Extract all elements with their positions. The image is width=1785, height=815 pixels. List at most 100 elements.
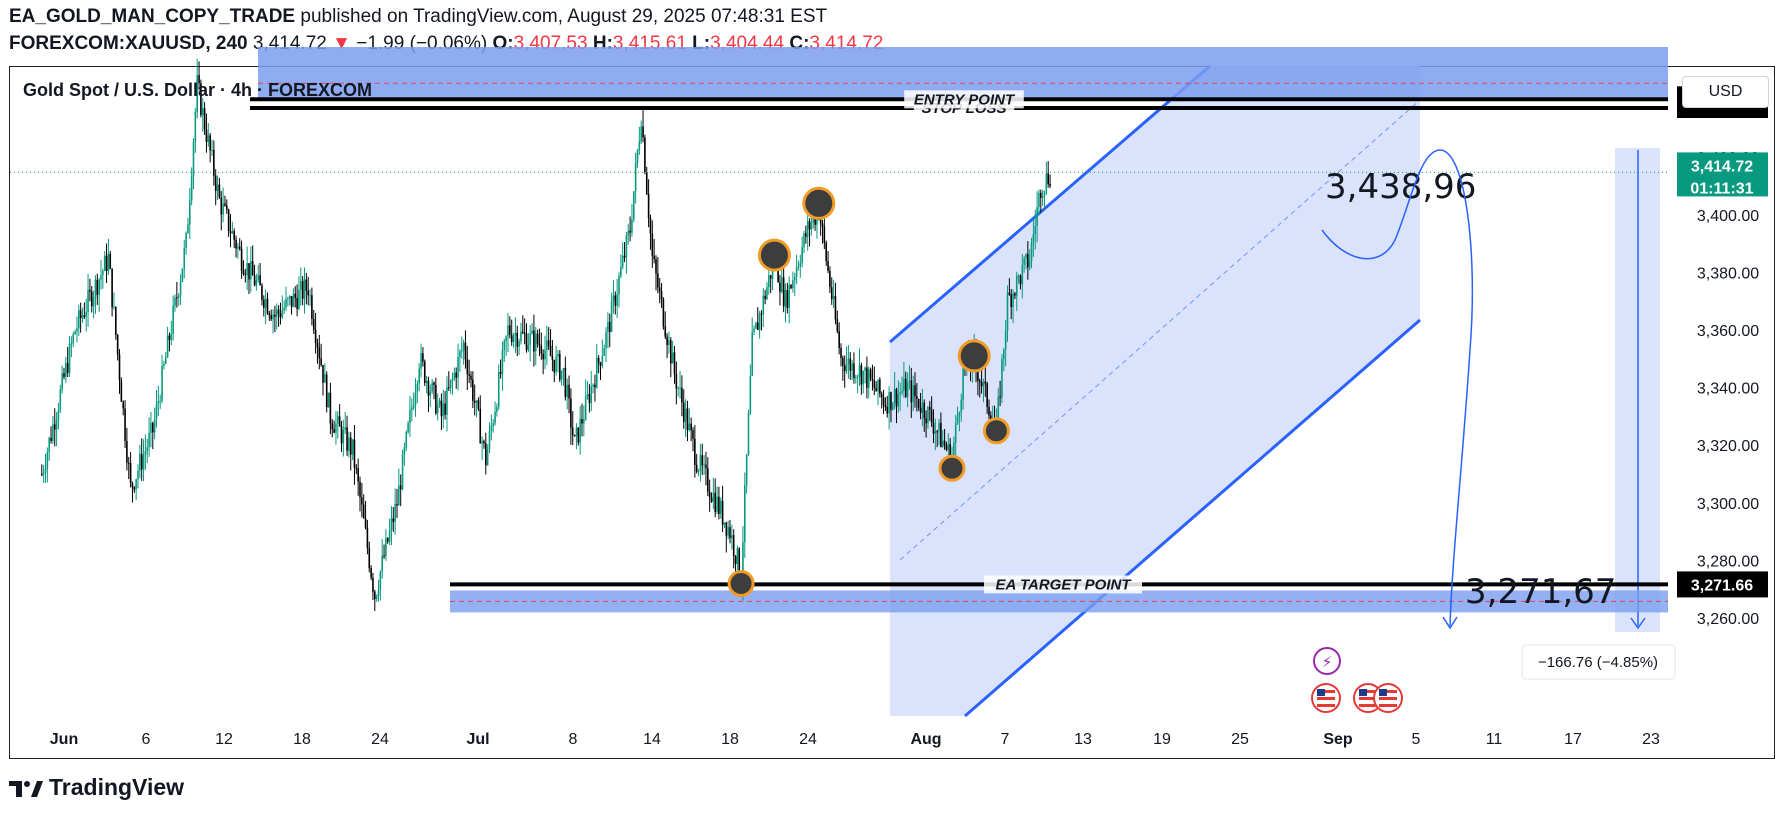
candle <box>446 376 448 432</box>
candle-body <box>263 299 265 308</box>
candle <box>597 355 600 374</box>
candle <box>357 458 359 496</box>
candle <box>485 432 487 475</box>
candle <box>1025 253 1027 270</box>
candle <box>42 464 45 483</box>
current-price-badge <box>1677 152 1768 197</box>
candle-body <box>577 427 580 443</box>
candle <box>916 383 918 412</box>
candle <box>897 380 900 413</box>
candle <box>901 376 903 396</box>
candle <box>296 284 298 317</box>
candle <box>873 366 876 396</box>
candle-body <box>980 382 983 387</box>
candle <box>925 410 927 438</box>
candle-body <box>534 333 537 352</box>
candle <box>279 302 282 325</box>
channel-lower-line <box>964 318 1421 718</box>
candle <box>705 451 707 486</box>
candle-body <box>362 504 365 519</box>
candle-body <box>497 372 500 408</box>
candle-body <box>435 384 437 414</box>
candle <box>688 407 691 432</box>
candle-body <box>251 261 254 276</box>
candle-body <box>401 454 404 490</box>
candle <box>466 345 469 390</box>
candle <box>786 282 789 314</box>
candle <box>1030 237 1033 269</box>
candle-body <box>66 362 69 373</box>
candle-body <box>538 343 541 346</box>
candle-body <box>960 399 963 413</box>
candle-body <box>560 370 563 380</box>
candle <box>222 187 224 223</box>
candle-body <box>671 352 674 364</box>
candle-body <box>599 362 602 366</box>
candle-body <box>605 331 607 349</box>
candle-body <box>1004 330 1007 350</box>
candle-body <box>338 416 341 427</box>
candle-body <box>409 409 411 424</box>
candle-body <box>181 268 184 282</box>
candle-body <box>573 435 576 437</box>
candle <box>829 266 831 294</box>
candle-body <box>385 538 387 557</box>
candle-body <box>695 464 698 472</box>
candle-body <box>1008 292 1011 295</box>
candle <box>346 415 348 456</box>
candle <box>333 420 335 434</box>
candle <box>61 365 63 394</box>
candle-body <box>714 492 716 512</box>
candle <box>309 289 311 307</box>
candle-body <box>934 431 937 434</box>
candle-body <box>374 591 376 600</box>
candle <box>751 317 753 376</box>
current-price-badge-label: 01:11:31 <box>1690 180 1753 197</box>
candle-body <box>710 497 713 502</box>
candle <box>109 250 112 270</box>
candle <box>799 254 802 278</box>
candle-body <box>590 386 593 404</box>
candle-body <box>129 463 132 483</box>
candle <box>747 409 750 456</box>
time-tick-label: 8 <box>569 731 578 748</box>
candle <box>607 312 609 349</box>
candle <box>536 329 539 348</box>
candle-body <box>170 333 173 341</box>
candle-body <box>777 260 779 283</box>
tradingview-logo[interactable]: TradingView <box>9 774 184 801</box>
candle-body <box>618 276 620 295</box>
candle <box>205 113 208 153</box>
candle-body <box>557 353 559 357</box>
candle-body <box>588 394 591 404</box>
candle-body <box>608 321 611 332</box>
candle-body <box>832 296 835 300</box>
candle <box>312 310 315 334</box>
candle-body <box>133 487 136 490</box>
candle-body <box>399 485 402 490</box>
candle-body <box>146 447 149 452</box>
candle <box>701 443 704 476</box>
currency-button[interactable]: USD <box>1682 76 1769 108</box>
candle <box>488 422 491 454</box>
candle-body <box>596 357 598 388</box>
candle-body <box>433 382 435 385</box>
candle-body <box>411 407 413 410</box>
candle-body <box>814 216 816 225</box>
candle-body <box>100 275 102 280</box>
candle <box>954 414 957 458</box>
candle <box>170 320 173 346</box>
candle <box>690 417 692 442</box>
candle <box>718 486 720 520</box>
chart-title: Gold Spot / U.S. Dollar · 4h · FOREXCOM <box>23 80 373 100</box>
candle <box>1040 189 1042 213</box>
candle <box>100 260 102 290</box>
candle <box>999 380 1001 407</box>
candle-body <box>1027 254 1029 268</box>
candle <box>707 457 709 497</box>
candle <box>115 306 117 340</box>
candle <box>50 426 52 444</box>
author-name[interactable]: EA_GOLD_MAN_COPY_TRADE <box>9 6 296 27</box>
candle <box>729 519 731 544</box>
